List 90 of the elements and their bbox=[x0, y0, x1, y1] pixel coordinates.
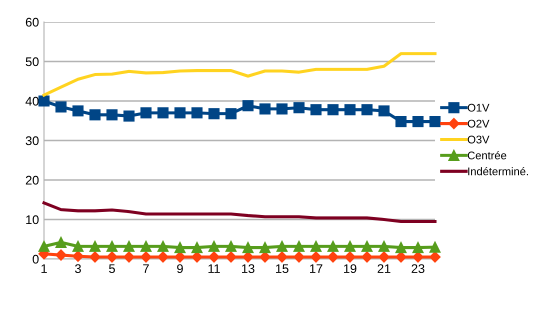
point bbox=[225, 108, 237, 120]
point bbox=[344, 251, 356, 263]
point bbox=[208, 108, 220, 120]
point bbox=[208, 251, 220, 263]
point bbox=[55, 236, 67, 248]
point bbox=[361, 251, 373, 263]
y-tick-label: 60 bbox=[26, 18, 39, 27]
point bbox=[429, 242, 441, 253]
point bbox=[157, 240, 169, 252]
point bbox=[276, 103, 288, 114]
point bbox=[106, 240, 118, 252]
legend-label: Centrée bbox=[468, 151, 506, 160]
point bbox=[395, 116, 407, 128]
point bbox=[72, 240, 84, 252]
point bbox=[310, 251, 322, 263]
point bbox=[310, 104, 322, 116]
y-tick-label: 10 bbox=[26, 215, 39, 224]
point bbox=[242, 242, 254, 254]
point bbox=[191, 242, 203, 254]
point bbox=[72, 105, 84, 116]
point bbox=[293, 251, 305, 263]
point bbox=[55, 249, 67, 261]
legend-label: O2V bbox=[468, 120, 490, 128]
point bbox=[89, 251, 101, 263]
point bbox=[412, 242, 424, 254]
x-tick-label: 23 bbox=[412, 264, 424, 274]
point bbox=[310, 240, 322, 252]
point bbox=[429, 251, 441, 263]
point bbox=[106, 109, 118, 120]
x-tick-label: 1 bbox=[41, 264, 47, 273]
point bbox=[89, 109, 101, 120]
point bbox=[276, 240, 288, 252]
point bbox=[276, 251, 288, 263]
point bbox=[123, 240, 135, 252]
x-tick-label: 21 bbox=[378, 264, 390, 273]
y-tick-label: 40 bbox=[26, 96, 39, 106]
point bbox=[140, 240, 152, 252]
point bbox=[327, 104, 339, 116]
x-tick-label: 19 bbox=[344, 264, 356, 274]
y-tick-label: 20 bbox=[26, 176, 39, 185]
point bbox=[259, 103, 271, 114]
point bbox=[259, 242, 271, 254]
point bbox=[242, 100, 254, 112]
point bbox=[191, 107, 203, 118]
point bbox=[344, 240, 356, 252]
x-tick-label: 15 bbox=[276, 264, 288, 274]
y-tick-label: 30 bbox=[26, 136, 39, 146]
point bbox=[293, 102, 305, 114]
point bbox=[378, 105, 390, 116]
point bbox=[140, 107, 152, 118]
point bbox=[361, 104, 373, 116]
y-tick-label: 50 bbox=[26, 57, 39, 66]
point bbox=[106, 251, 118, 263]
point bbox=[327, 240, 339, 252]
x-tick-label: 9 bbox=[177, 264, 183, 274]
point bbox=[38, 95, 50, 107]
point bbox=[157, 251, 169, 263]
legend-label: Indéterminé. bbox=[468, 167, 528, 176]
x-tick-label: 3 bbox=[75, 264, 81, 274]
point bbox=[55, 101, 67, 112]
point bbox=[361, 240, 373, 252]
point bbox=[395, 242, 407, 254]
point bbox=[140, 251, 152, 263]
point bbox=[174, 242, 186, 254]
x-tick-label: 5 bbox=[109, 264, 115, 274]
x-tick-label: 17 bbox=[310, 264, 322, 273]
point bbox=[72, 250, 84, 262]
point bbox=[225, 240, 237, 252]
point bbox=[225, 251, 237, 263]
point bbox=[429, 116, 441, 128]
line-series bbox=[42, 201, 437, 224]
y-tick-label: 0 bbox=[32, 254, 39, 264]
point bbox=[378, 251, 390, 263]
point bbox=[174, 107, 186, 118]
x-tick-label: 7 bbox=[143, 264, 149, 273]
point bbox=[89, 240, 101, 252]
point bbox=[378, 240, 390, 252]
point bbox=[208, 240, 220, 252]
point bbox=[412, 116, 424, 128]
point bbox=[157, 107, 169, 118]
point bbox=[327, 251, 339, 263]
point bbox=[123, 251, 135, 263]
point bbox=[123, 110, 135, 122]
x-tick-label: 11 bbox=[208, 264, 220, 273]
x-tick-label: 13 bbox=[242, 264, 254, 274]
point bbox=[344, 104, 356, 116]
point bbox=[38, 240, 50, 252]
legend-label: O3V bbox=[468, 136, 490, 144]
point bbox=[293, 240, 305, 252]
legend-label: O1V bbox=[468, 104, 490, 112]
